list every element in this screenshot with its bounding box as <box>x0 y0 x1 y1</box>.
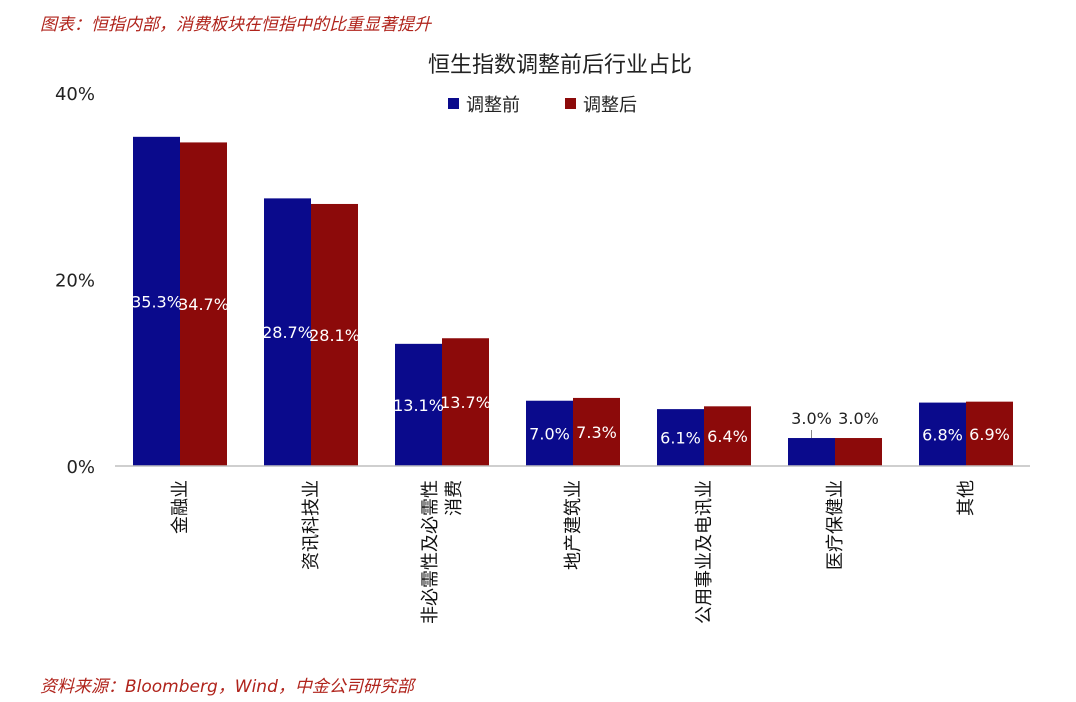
category-label: 地产建筑业 <box>563 480 584 570</box>
category-label: 公用事业及电讯业 <box>694 480 715 624</box>
bar-before <box>788 438 835 466</box>
legend-swatch-after <box>565 98 576 109</box>
y-tick-label: 40% <box>55 84 95 105</box>
bar-before <box>919 402 966 466</box>
data-label-before: 35.3% <box>131 292 182 311</box>
bar-after <box>442 338 489 466</box>
data-label-after: 6.9% <box>969 425 1010 444</box>
bar-after <box>835 438 882 466</box>
bar-after <box>311 203 358 466</box>
data-label-before: 6.8% <box>922 425 963 444</box>
category-label: 消费 <box>444 480 465 516</box>
category-label: 资讯科技业 <box>301 480 322 570</box>
y-tick-label: 20% <box>55 271 95 292</box>
y-tick-label: 0% <box>66 457 95 478</box>
data-label-after: 3.0% <box>838 409 879 428</box>
chart-title: 恒生指数调整前后行业占比 <box>428 53 692 78</box>
legend-label-before: 调整前 <box>466 95 520 116</box>
bar-after <box>573 397 620 466</box>
bar-before <box>657 409 704 466</box>
data-label-before: 28.7% <box>262 323 313 342</box>
bar-before <box>264 198 311 466</box>
legend-label-after: 调整后 <box>583 95 637 116</box>
data-label-before: 13.1% <box>393 396 444 415</box>
bar-before <box>526 400 573 466</box>
category-labels: 金融业 资讯科技业 非必需性及必需性 消费 地产建筑业 公用事业及电讯业 医疗保健业 其他 <box>170 480 977 624</box>
legend-swatch-before <box>448 98 459 109</box>
data-label-before: 3.0% <box>791 409 832 428</box>
data-label-after: 13.7% <box>440 393 491 412</box>
bar-before <box>133 136 180 466</box>
bar-after <box>966 401 1013 466</box>
source-note: 资料来源：Bloomberg，Wind，中金公司研究部 <box>40 677 414 697</box>
data-labels: 35.3%34.7% 28.7%28.1% 13.1%13.7% 7.0% 7.3% 6.… <box>131 292 1010 447</box>
category-label: 非必需性及必需性 <box>420 480 441 624</box>
data-label-after: 7.3% <box>576 423 617 442</box>
data-label-before: 7.0% <box>529 424 570 443</box>
data-label-before: 6.1% <box>660 429 701 448</box>
bars <box>133 136 1013 467</box>
figure-caption: 图表：恒指内部，消费板块在恒指中的比重显著提升 <box>40 15 431 35</box>
data-label-after: 34.7% <box>178 295 229 314</box>
category-label: 其他 <box>956 480 977 516</box>
bar-after <box>180 142 227 467</box>
category-label: 金融业 <box>170 480 191 534</box>
bar-after <box>704 406 751 466</box>
data-label-after: 28.1% <box>309 326 360 345</box>
category-label: 医疗保健业 <box>825 480 846 570</box>
legend: 调整前 调整后 <box>448 95 637 116</box>
bar-before <box>395 343 442 466</box>
y-axis-ticks: 0% 20% 40% <box>55 84 95 478</box>
data-label-after: 6.4% <box>707 427 748 446</box>
